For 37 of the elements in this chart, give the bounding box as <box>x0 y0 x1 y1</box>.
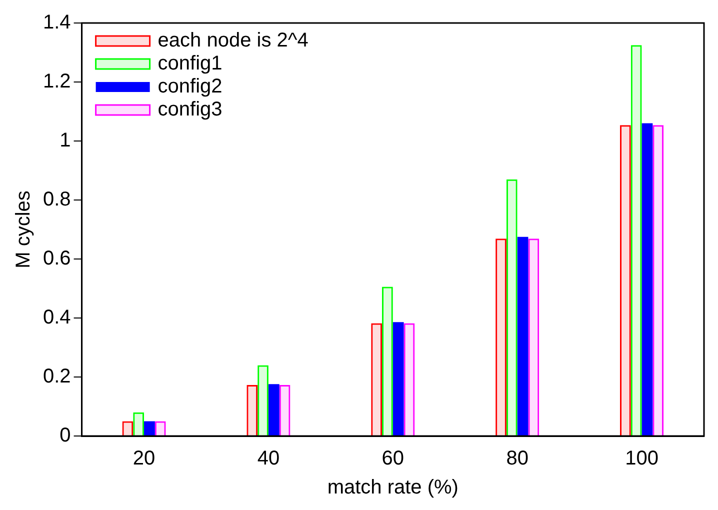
bar <box>517 236 528 436</box>
legend-label: config2 <box>158 76 222 98</box>
bar <box>279 384 290 436</box>
x-tick-label: 40 <box>257 448 280 470</box>
legend-label: each node is 2^4 <box>158 30 308 52</box>
bar <box>246 384 258 436</box>
x-tick-label: 60 <box>382 448 404 470</box>
y-axis-title: M cycles <box>12 190 35 268</box>
y-tick-label: 0.6 <box>42 248 71 270</box>
x-tick-label: 100 <box>625 448 658 470</box>
bar <box>133 412 144 436</box>
bar <box>371 323 382 436</box>
y-tick-label: 0.4 <box>42 306 71 329</box>
bar <box>144 421 155 436</box>
bar <box>528 238 540 436</box>
bar <box>652 125 664 436</box>
x-tick-label: 20 <box>132 448 156 470</box>
bar <box>642 123 653 436</box>
y-tick-label: 1.4 <box>42 12 71 34</box>
bar <box>258 365 268 436</box>
y-tick-label: 1 <box>60 130 71 152</box>
y-tick-label: 0.8 <box>42 188 71 211</box>
bar <box>392 322 404 436</box>
y-tick-label: 1.2 <box>42 70 71 93</box>
x-axis-title: match rate (%) <box>327 476 458 499</box>
legend-label: config1 <box>158 52 222 75</box>
bar <box>620 125 631 436</box>
bar <box>630 45 642 436</box>
bar <box>268 384 280 436</box>
legend-label: config3 <box>158 98 222 121</box>
bar <box>404 323 415 436</box>
y-tick-label: 0 <box>60 424 71 447</box>
bar <box>382 286 393 436</box>
bar <box>506 179 518 436</box>
x-tick-label: 80 <box>506 448 528 470</box>
bar <box>496 238 506 436</box>
y-tick-label: 0.2 <box>42 366 71 388</box>
